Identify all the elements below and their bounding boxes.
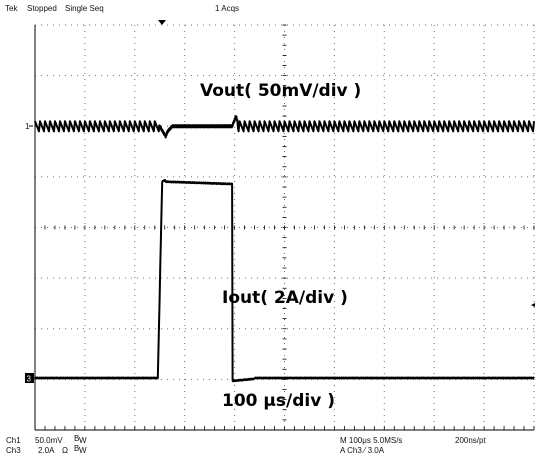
brand-label: Tek [5, 4, 18, 13]
vout-annotation: Vout( 50mV/div ) [200, 81, 361, 101]
timebase-readout: M 100μs 5.0MS/s [340, 436, 402, 445]
iout-annotation: Iout( 2A/div ) [222, 288, 348, 308]
acq-state: Stopped [27, 4, 57, 13]
ch3-scale: 2.0A [38, 446, 55, 455]
graticule [34, 24, 535, 431]
trigger-level-icon [531, 303, 535, 307]
acq-count: 1 Acqs [215, 4, 239, 13]
record-resolution: 200ns/pt [455, 436, 486, 445]
ch3-marker-icon [25, 373, 34, 383]
ch3-ohm: Ω [62, 446, 68, 455]
ch1-name: Ch1 [6, 436, 21, 445]
acq-mode: Single Seq [65, 4, 104, 13]
ch1-scale: 50.0mV [35, 436, 63, 445]
ch3-bw-sub: W [79, 446, 87, 455]
ch3-name: Ch3 [6, 446, 21, 455]
ch1-vout-trace [34, 115, 535, 139]
ch1-marker-label: 1 [25, 122, 30, 131]
ch3-marker-label: 3 [27, 375, 32, 384]
trigger-readout: A Ch3 ⁄ 3.0A [340, 446, 385, 455]
time-annotation: 100 μs/div ) [222, 391, 335, 411]
ch1-bw-sub: W [79, 436, 87, 445]
ch3-iout-trace [34, 179, 535, 383]
trigger-position-icon [158, 20, 166, 25]
ch1-bw-limit: B [74, 434, 79, 443]
ch3-bw-limit: B [74, 444, 79, 453]
